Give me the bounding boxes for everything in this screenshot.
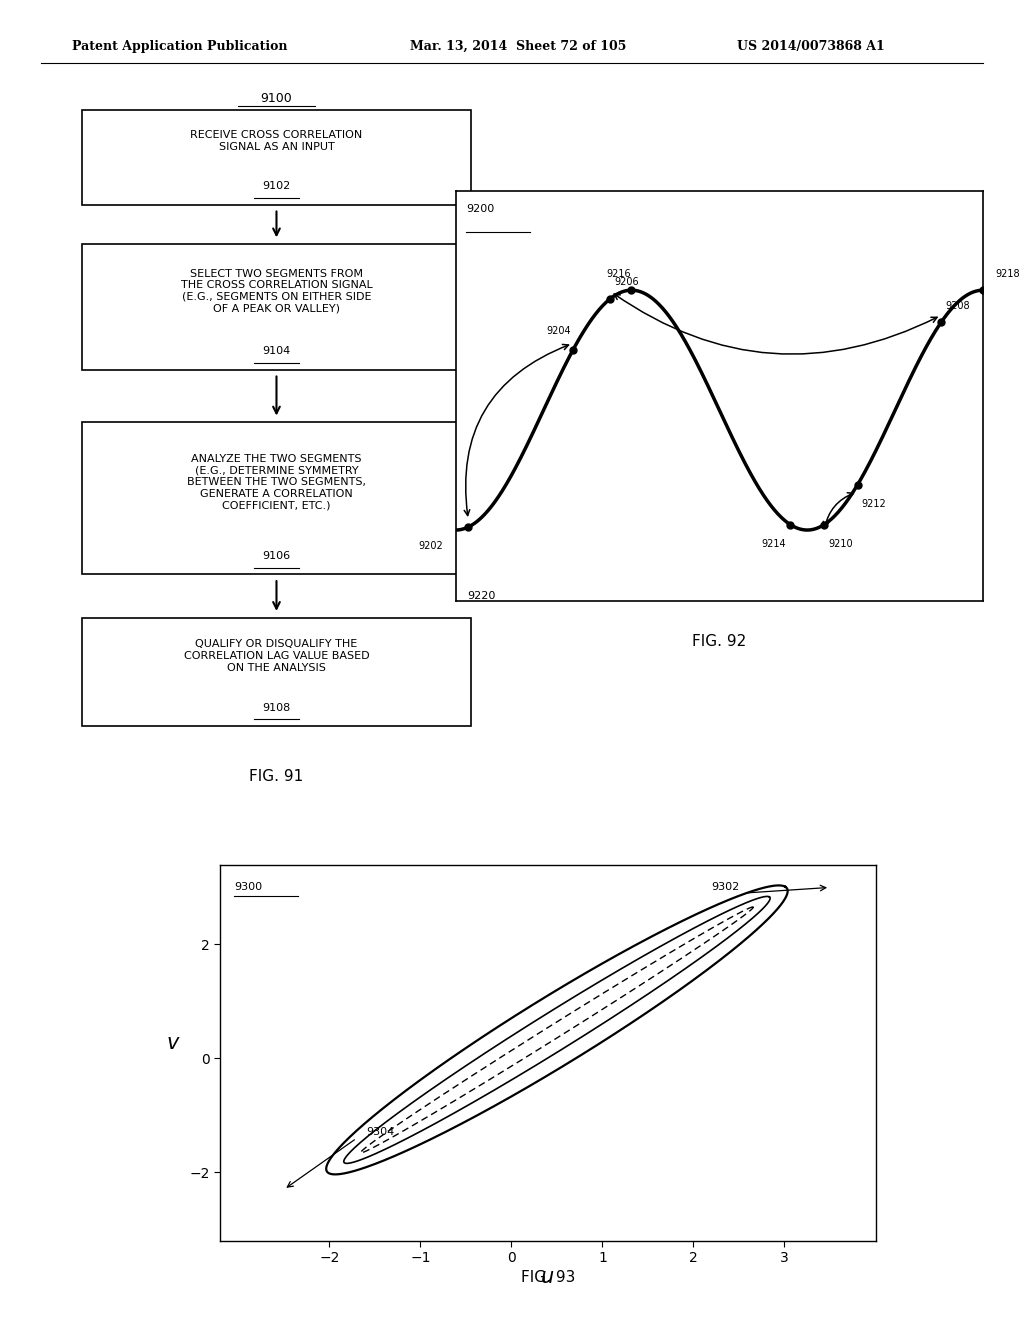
- Text: US 2014/0073868 A1: US 2014/0073868 A1: [737, 40, 885, 53]
- Text: 9202: 9202: [419, 541, 443, 552]
- Text: Patent Application Publication: Patent Application Publication: [72, 40, 287, 53]
- Text: 9214: 9214: [762, 539, 786, 549]
- Text: 9210: 9210: [828, 539, 853, 549]
- Text: ANALYZE THE TWO SEGMENTS
(E.G., DETERMINE SYMMETRY
BETWEEN THE TWO SEGMENTS,
GEN: ANALYZE THE TWO SEGMENTS (E.G., DETERMIN…: [187, 454, 366, 511]
- Text: 9302: 9302: [712, 882, 740, 892]
- Text: 9208: 9208: [945, 301, 970, 312]
- Text: FIG. 91: FIG. 91: [250, 768, 303, 784]
- Text: 9220: 9220: [468, 591, 496, 601]
- Text: 9218: 9218: [995, 269, 1020, 279]
- Text: Mar. 13, 2014  Sheet 72 of 105: Mar. 13, 2014 Sheet 72 of 105: [410, 40, 626, 53]
- Text: SELECT TWO SEGMENTS FROM
THE CROSS CORRELATION SIGNAL
(E.G., SEGMENTS ON EITHER : SELECT TWO SEGMENTS FROM THE CROSS CORRE…: [180, 269, 373, 313]
- Text: 9108: 9108: [262, 702, 291, 713]
- Text: 9102: 9102: [262, 181, 291, 191]
- Text: 9216: 9216: [606, 269, 631, 279]
- Text: QUALIFY OR DISQUALIFY THE
CORRELATION LAG VALUE BASED
ON THE ANALYSIS: QUALIFY OR DISQUALIFY THE CORRELATION LA…: [183, 639, 370, 673]
- Text: 9106: 9106: [262, 550, 291, 561]
- Text: 9212: 9212: [862, 499, 887, 508]
- FancyBboxPatch shape: [82, 244, 471, 370]
- Text: FIG. 93: FIG. 93: [520, 1270, 575, 1284]
- Y-axis label: v: v: [167, 1032, 179, 1053]
- X-axis label: u: u: [542, 1267, 554, 1287]
- Text: 9200: 9200: [466, 203, 495, 214]
- Text: RECEIVE CROSS CORRELATION
SIGNAL AS AN INPUT: RECEIVE CROSS CORRELATION SIGNAL AS AN I…: [190, 131, 362, 152]
- FancyBboxPatch shape: [82, 618, 471, 726]
- Text: 9300: 9300: [233, 882, 262, 892]
- Text: FIG. 92: FIG. 92: [692, 634, 746, 648]
- FancyBboxPatch shape: [82, 422, 471, 574]
- Text: 9204: 9204: [546, 326, 570, 337]
- Text: 9100: 9100: [260, 92, 293, 106]
- Text: 9104: 9104: [262, 346, 291, 356]
- Text: 9206: 9206: [614, 277, 639, 288]
- FancyBboxPatch shape: [82, 110, 471, 205]
- Text: 9304: 9304: [366, 1127, 394, 1137]
